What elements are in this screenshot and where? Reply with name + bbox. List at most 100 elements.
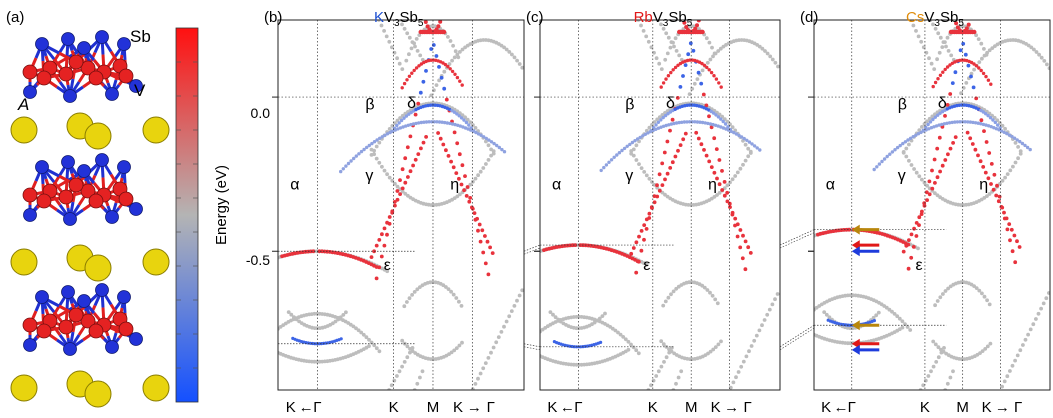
- band-point: [472, 211, 477, 216]
- band-point: [416, 101, 421, 106]
- band-point: [599, 168, 603, 173]
- crystal-structure-panel: (a) Sb V A: [6, 9, 199, 408]
- band-point: [452, 110, 457, 114]
- band-point: [674, 381, 678, 386]
- band-point: [683, 63, 688, 67]
- band-point: [603, 311, 607, 316]
- band-point: [429, 47, 434, 51]
- band-point: [708, 349, 713, 354]
- band-point: [1007, 133, 1012, 137]
- band-point: [417, 64, 421, 68]
- band-point: [945, 35, 950, 40]
- band-point: [664, 123, 668, 128]
- band-point: [372, 152, 376, 157]
- band-point: [687, 103, 692, 107]
- band-point: [747, 140, 752, 144]
- band-point: [705, 65, 709, 70]
- band-point: [730, 125, 735, 130]
- band-point: [480, 228, 485, 233]
- band-point: [357, 152, 361, 156]
- band-point: [460, 113, 465, 117]
- band-point: [948, 63, 952, 67]
- band-point: [338, 315, 343, 320]
- band-point: [992, 172, 997, 177]
- band-point: [740, 256, 745, 261]
- band-point: [696, 20, 701, 23]
- band-point: [1008, 168, 1013, 173]
- band-point: [926, 374, 931, 378]
- alkali-atom: [84, 122, 112, 150]
- band-point: [999, 205, 1004, 209]
- band-point: [669, 70, 673, 75]
- band-point: [710, 293, 715, 298]
- band-point: [405, 355, 410, 360]
- band-point: [421, 79, 426, 84]
- band-point: [973, 121, 978, 125]
- band-point: [911, 23, 916, 28]
- band-point: [926, 122, 930, 127]
- band-point: [985, 344, 990, 349]
- band-point: [451, 292, 456, 297]
- band-point: [443, 120, 447, 125]
- band-point: [715, 176, 719, 181]
- connector-line: [779, 327, 815, 351]
- band-point: [446, 35, 450, 39]
- band-point: [405, 78, 409, 82]
- band-point: [743, 267, 748, 272]
- band-point: [1029, 45, 1034, 50]
- band-point: [973, 147, 978, 152]
- band-point: [397, 121, 401, 125]
- band-point: [972, 29, 977, 35]
- band-point: [642, 237, 646, 242]
- band-point: [604, 163, 609, 167]
- band-point: [874, 313, 879, 318]
- band-point: [515, 58, 519, 63]
- band-point: [969, 74, 973, 79]
- band-point: [1034, 50, 1039, 54]
- band-point: [659, 364, 664, 369]
- band-point: [460, 163, 465, 168]
- band-point: [515, 298, 519, 303]
- x-tick-label: K: [389, 399, 399, 416]
- band-point: [634, 348, 639, 353]
- band-point: [415, 381, 420, 386]
- band-point: [917, 215, 922, 220]
- band-point: [642, 223, 647, 228]
- alkali-layer: [10, 244, 170, 282]
- colorbar: [175, 27, 199, 403]
- sb-atom: [105, 87, 119, 101]
- band-point: [659, 22, 663, 27]
- band-point: [423, 20, 428, 24]
- band-point: [377, 238, 382, 242]
- band-plot-area: [540, 20, 780, 390]
- band-point: [471, 179, 475, 184]
- band-point: [927, 192, 932, 197]
- band-point: [705, 60, 710, 65]
- band-point: [457, 299, 461, 304]
- band-point: [668, 45, 673, 50]
- band-point: [991, 118, 995, 122]
- band-point: [642, 170, 647, 174]
- band-point: [895, 145, 900, 150]
- band-point: [922, 180, 927, 185]
- band-point: [294, 317, 299, 322]
- band-point: [700, 61, 704, 66]
- band-point: [882, 157, 887, 161]
- band-point: [901, 150, 906, 154]
- band-label: δ: [938, 95, 947, 112]
- band-point: [738, 166, 743, 171]
- band-point: [927, 179, 932, 184]
- band-point: [434, 27, 439, 32]
- band-point: [403, 156, 408, 161]
- band-point: [682, 120, 687, 124]
- band-point: [933, 26, 938, 31]
- band-point: [680, 120, 684, 125]
- band-point: [450, 122, 455, 126]
- band-point: [876, 310, 881, 315]
- band-point: [704, 36, 709, 41]
- band-point: [467, 123, 471, 127]
- band-point: [625, 144, 629, 148]
- sb-atom: [117, 160, 131, 174]
- band-point: [664, 355, 669, 360]
- band-point: [993, 120, 997, 125]
